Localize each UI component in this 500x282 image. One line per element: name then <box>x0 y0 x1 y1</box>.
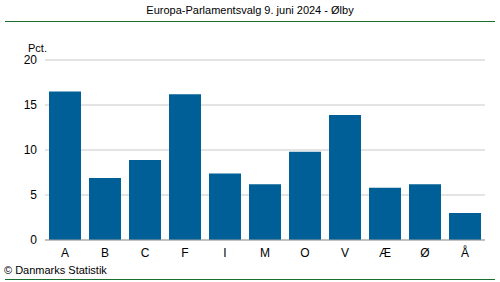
svg-text:A: A <box>61 246 69 260</box>
svg-text:Å: Å <box>461 245 469 260</box>
svg-text:Æ: Æ <box>379 246 391 260</box>
svg-text:C: C <box>141 246 150 260</box>
html-text:© Danmarks Statistik: © Danmarks Statistik <box>4 264 107 276</box>
svg-text:I: I <box>223 246 226 260</box>
svg-text:0: 0 <box>30 233 37 247</box>
svg-text:M: M <box>260 246 270 260</box>
svg-text:15: 15 <box>24 98 38 112</box>
svg-text:O: O <box>300 246 309 260</box>
html-text:Pct.: Pct. <box>28 42 47 54</box>
svg-text:5: 5 <box>30 188 37 202</box>
html-text:Europa-Parlamentsvalg 9. juni: Europa-Parlamentsvalg 9. juni 2024 - Ølb… <box>146 4 354 16</box>
svg-text:B: B <box>101 246 109 260</box>
svg-text:Ø: Ø <box>420 246 429 260</box>
svg-text:20: 20 <box>24 53 38 67</box>
svg-text:10: 10 <box>24 143 38 157</box>
svg-text:F: F <box>181 246 188 260</box>
svg-text:V: V <box>341 246 349 260</box>
